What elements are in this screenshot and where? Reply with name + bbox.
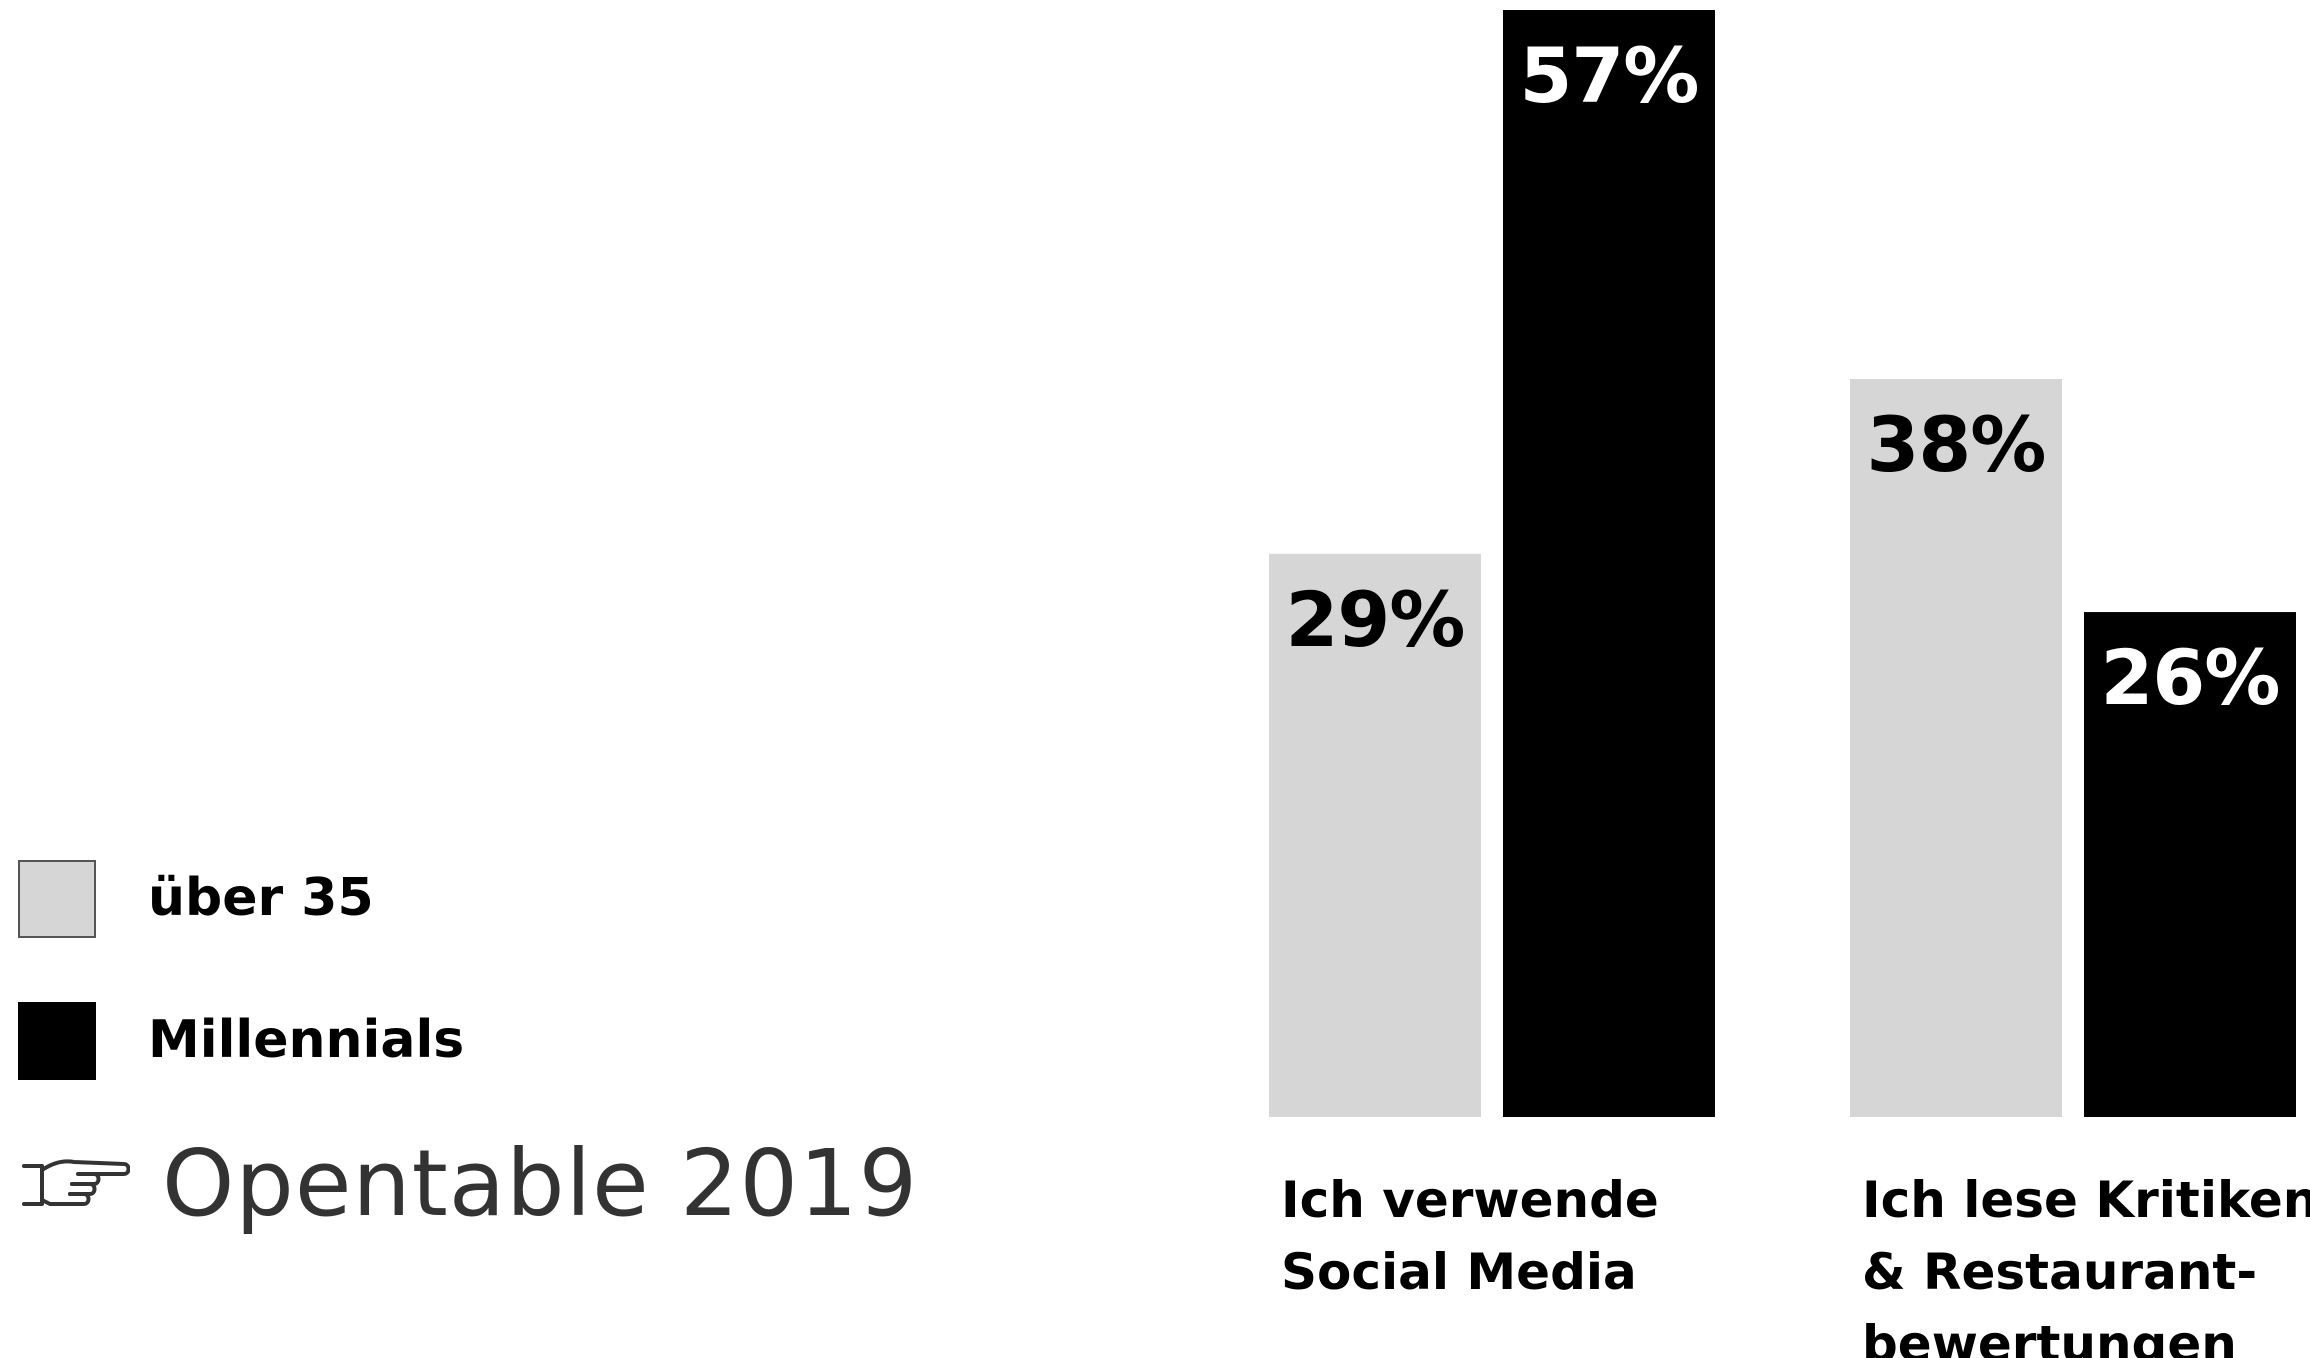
data-label: 38% (1867, 400, 2046, 489)
bar (1503, 10, 1715, 1117)
bar (1269, 553, 1481, 1117)
source-note: Opentable 2019 (20, 1130, 918, 1237)
legend-swatch-millennials (18, 1002, 96, 1080)
category-label: Ich verwende (1281, 1171, 1659, 1229)
legend-label: über 35 (148, 868, 374, 928)
data-label: 57% (1520, 31, 1699, 120)
category-label: Ich lese Kritiken (1862, 1171, 2310, 1229)
bar (2084, 612, 2296, 1117)
legend-label: Millennials (148, 1010, 465, 1070)
pointing-hand-icon (22, 1158, 130, 1206)
category-label: bewertungen (1862, 1315, 2237, 1358)
data-label: 26% (2101, 633, 2280, 722)
category-label: Social Media (1281, 1243, 1637, 1301)
source-text: Opentable 2019 (162, 1130, 919, 1237)
legend-swatch-ueber-35 (18, 860, 96, 938)
data-label: 29% (1286, 575, 1465, 664)
category-label: & Restaurant- (1862, 1243, 2257, 1301)
bar (1850, 379, 2062, 1117)
